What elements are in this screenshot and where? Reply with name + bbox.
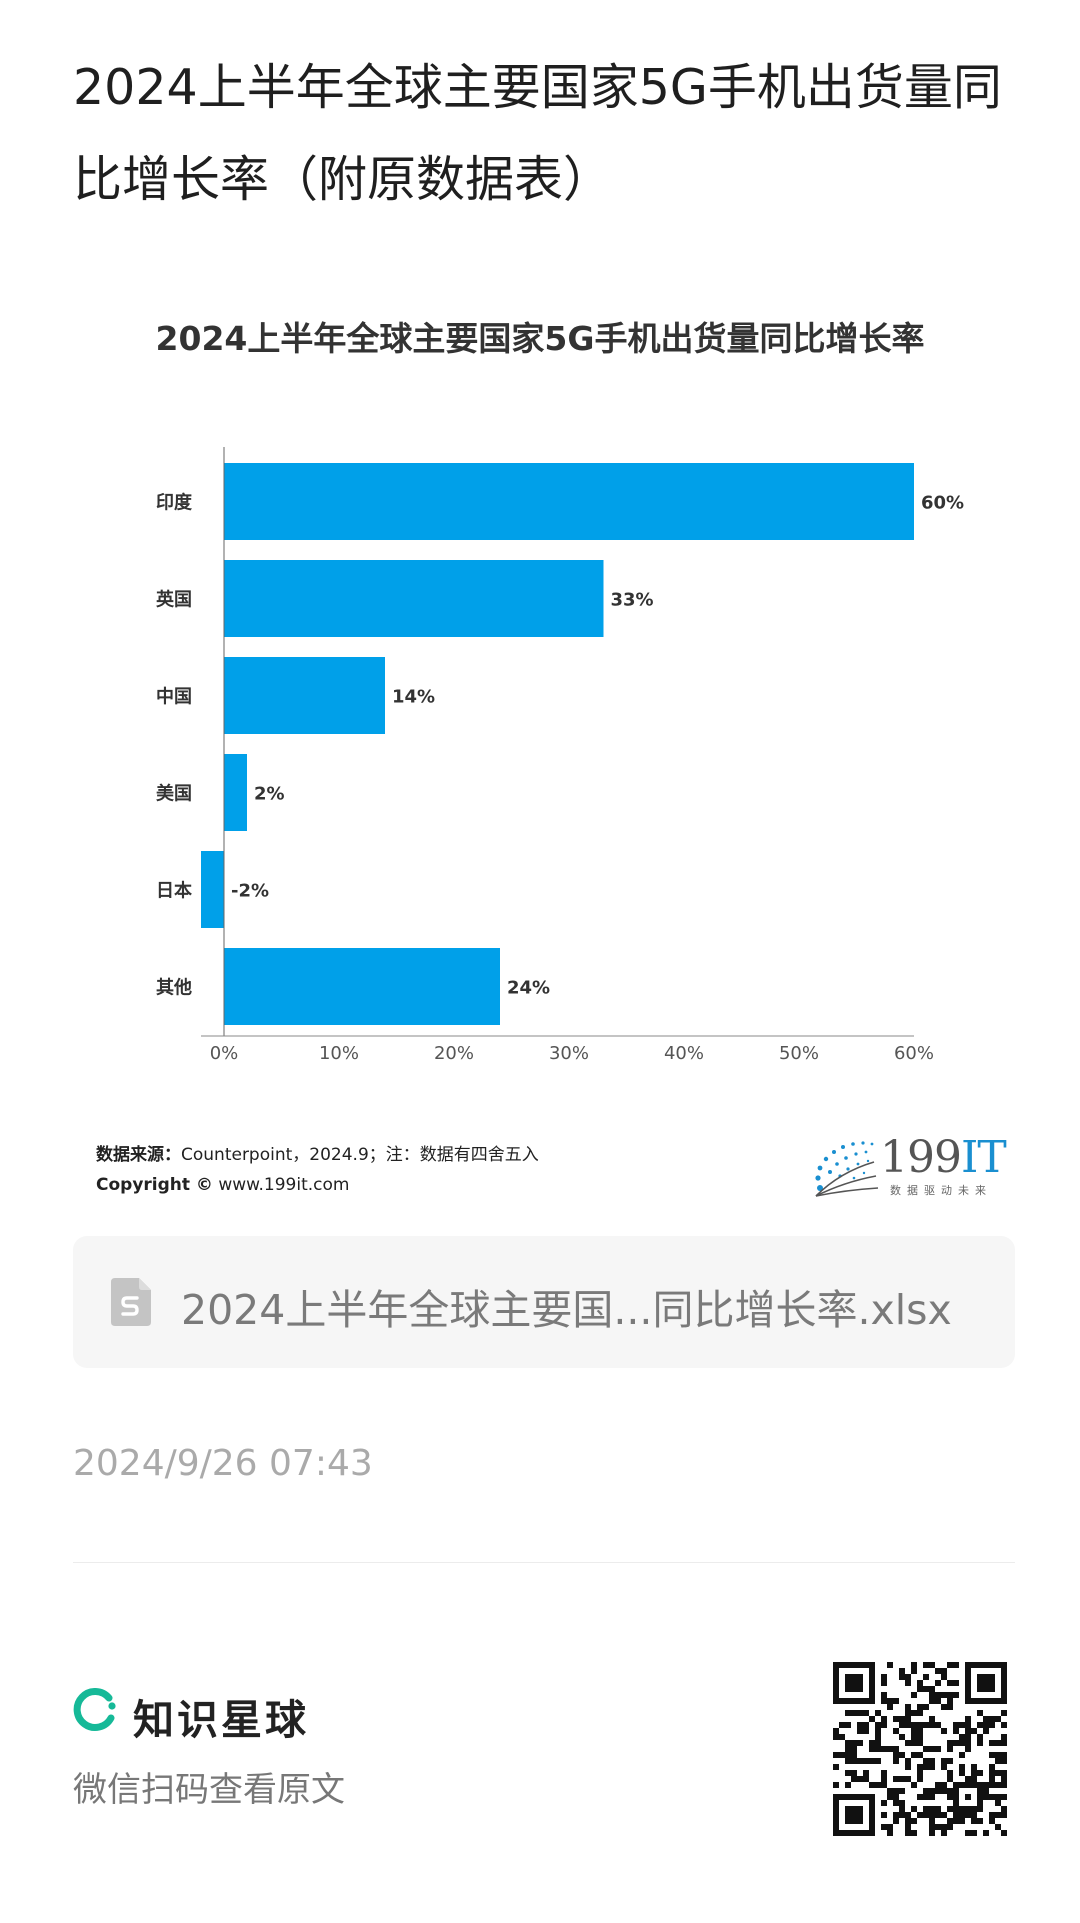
dots-fan-icon: [815, 1141, 879, 1197]
category-label-3: 美国: [156, 783, 192, 805]
category-label-1: 英国: [155, 589, 192, 611]
logo-tagline: 数据驱动未来: [890, 1184, 992, 1197]
value-label-3: 2%: [254, 784, 285, 805]
logo-letters: IT: [960, 1132, 1007, 1183]
bar-3: [224, 754, 247, 831]
value-label-0: 60%: [921, 493, 964, 514]
bar-2: [224, 657, 385, 734]
x-tick-label-2: 20%: [434, 1043, 474, 1064]
source-text: Counterpoint，2024.9；注：数据有四舍五入: [181, 1145, 539, 1165]
category-label-0: 印度: [156, 492, 193, 514]
category-label-4: 日本: [156, 880, 192, 902]
bar-chart: 印度 60% 英国 33% 中国 14% 美国 2% 日本 -2% 其他 24% 0% 10% 20% 30%…: [155, 447, 964, 1064]
199it-logo: 199IT 数据驱动未来: [810, 1132, 1007, 1200]
attachment-card[interactable]: 2024上半年全球主要国...同比增长率.xlsx: [73, 1236, 1015, 1368]
bar-0: [224, 463, 914, 540]
value-label-4: -2%: [231, 881, 269, 902]
qr-code-icon[interactable]: [833, 1662, 1007, 1836]
copyright-url: www.199it.com: [218, 1175, 350, 1195]
x-tick-label-1: 10%: [319, 1043, 359, 1064]
brand-name: 知识星球: [133, 1696, 309, 1744]
scan-hint: 微信扫码查看原文: [73, 1770, 345, 1810]
logo-digits: 199: [880, 1132, 962, 1183]
logo-wordmark: 199IT: [880, 1132, 1007, 1183]
bar-4: [201, 851, 224, 928]
x-tick-label-3: 30%: [549, 1043, 589, 1064]
page-title: 2024上半年全球主要国家5G手机出货量同比增长率（附原数据表）: [73, 59, 1002, 208]
chart-title: 2024上半年全球主要国家5G手机出货量同比增长率: [155, 319, 925, 358]
category-label-2: 中国: [156, 686, 192, 708]
value-label-1: 33%: [611, 590, 654, 611]
divider: [73, 1562, 1015, 1563]
source-label: 数据来源：: [96, 1145, 181, 1165]
source-note: 数据来源：Counterpoint，2024.9；注：数据有四舍五入 Copyr…: [96, 1140, 539, 1200]
post-timestamp: 2024/9/26 07:43: [73, 1443, 373, 1484]
bar-5: [224, 948, 500, 1025]
attachment-filename: 2024上半年全球主要国...同比增长率.xlsx: [181, 1286, 952, 1334]
x-tick-label-0: 0%: [210, 1043, 239, 1064]
copyright-label: Copyright ©: [96, 1175, 213, 1195]
bar-1: [224, 560, 604, 637]
x-tick-label-5: 50%: [779, 1043, 819, 1064]
value-label-5: 24%: [507, 978, 550, 999]
x-tick-label-6: 60%: [894, 1043, 934, 1064]
zsxq-logo-icon: [73, 1688, 116, 1731]
value-label-2: 14%: [392, 687, 435, 708]
category-label-5: 其他: [156, 977, 192, 999]
spreadsheet-file-icon: [111, 1278, 151, 1326]
x-tick-label-4: 40%: [664, 1043, 704, 1064]
